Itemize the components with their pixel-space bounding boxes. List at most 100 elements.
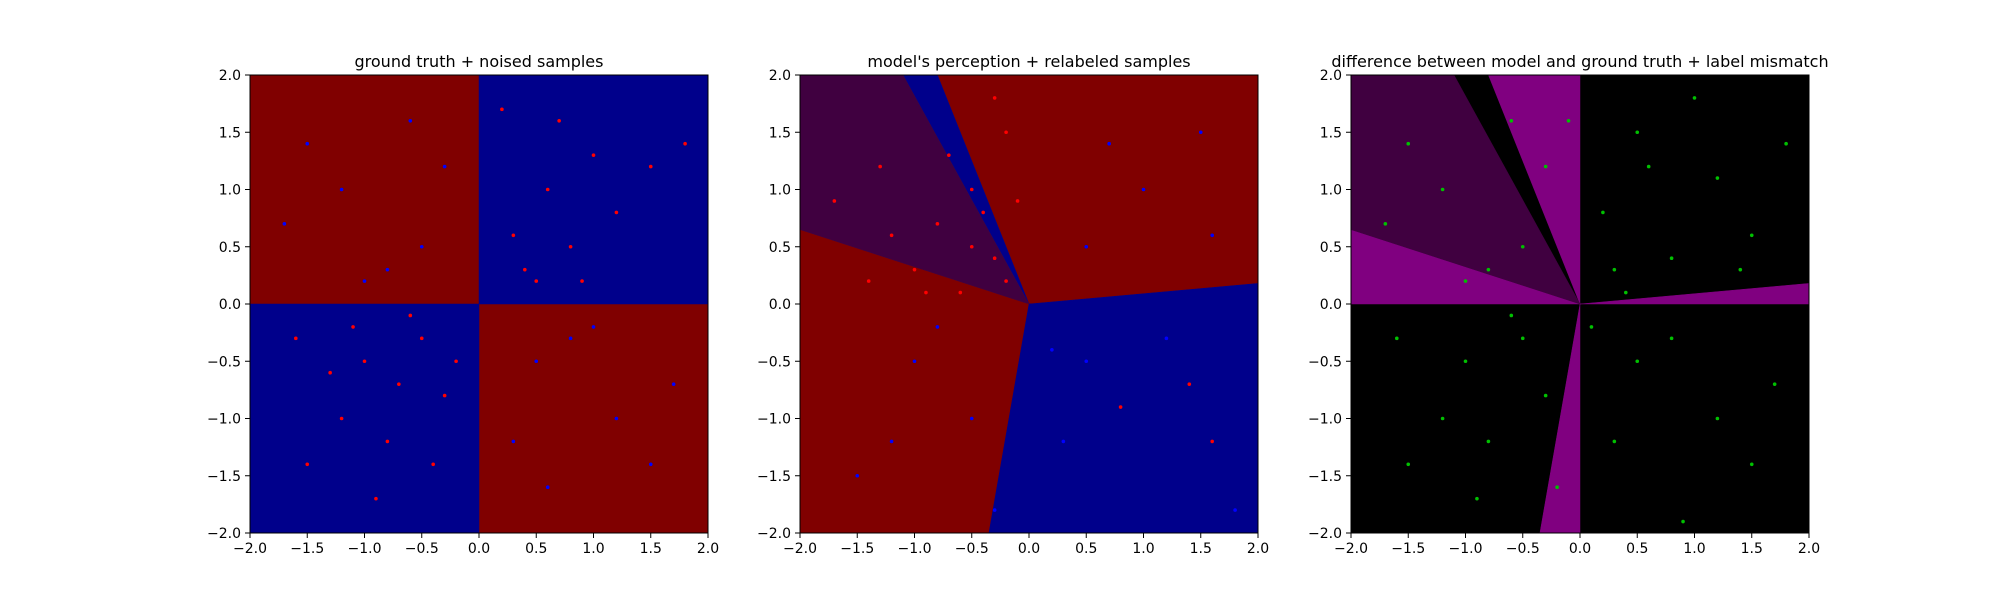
data-point xyxy=(282,222,287,226)
plot-area xyxy=(250,75,708,533)
data-point xyxy=(1187,382,1192,386)
y-tick-label: 0.5 xyxy=(1320,240,1342,256)
data-point xyxy=(580,279,584,283)
x-tick-label: −0.5 xyxy=(405,541,439,557)
data-point xyxy=(1520,244,1525,249)
data-point xyxy=(1486,439,1491,444)
data-point xyxy=(947,153,951,157)
x-tick-label: 1.5 xyxy=(640,541,662,557)
chart-panel-2: −2.0−2.0 −1.5 −1.5 −1.0 −1.0 −0.5 −0.5 0.0 0.0 0.… xyxy=(757,52,1269,557)
data-point xyxy=(1475,496,1479,501)
data-point xyxy=(1669,256,1674,261)
data-point xyxy=(1646,164,1651,169)
chart-panel-1: −2.0−2.0 −1.5 −1.5 −1.0 −1.0 −0.5 −0.5 0.0 0.0 0.… xyxy=(207,52,719,557)
data-point xyxy=(385,267,390,272)
data-point xyxy=(1463,279,1468,283)
data-point xyxy=(374,496,378,501)
y-tick-label: −1.0 xyxy=(757,412,791,428)
y-tick-label: 2.0 xyxy=(1320,68,1342,84)
y-tick-label: −0.5 xyxy=(207,354,241,370)
data-point xyxy=(1107,141,1111,146)
region-class-A xyxy=(800,303,1030,533)
data-point xyxy=(442,393,447,398)
data-point xyxy=(339,416,344,421)
y-tick-label: −2.0 xyxy=(1308,526,1342,542)
data-point xyxy=(305,462,310,467)
data-point xyxy=(1692,96,1697,100)
x-tick-label: −1.5 xyxy=(840,541,874,557)
data-point xyxy=(614,210,619,215)
x-tick-label: −1.5 xyxy=(290,541,324,557)
data-point xyxy=(648,462,653,467)
y-tick-label: −2.0 xyxy=(207,526,241,542)
data-point xyxy=(1004,279,1008,283)
x-tick-label: 0.5 xyxy=(525,541,547,557)
x-tick-label: −2.0 xyxy=(233,541,267,557)
data-point xyxy=(523,267,527,272)
data-point xyxy=(1061,439,1066,444)
data-point xyxy=(305,141,310,146)
region-mismatch xyxy=(1539,303,1581,533)
data-point xyxy=(568,244,573,249)
data-point xyxy=(1118,405,1123,409)
chart-title: difference between model and ground trut… xyxy=(1331,52,1828,71)
x-tick-label: 0.0 xyxy=(1018,541,1040,557)
y-tick-label: 1.5 xyxy=(769,125,791,141)
data-point xyxy=(671,382,676,386)
data-point xyxy=(648,164,653,169)
data-point xyxy=(591,325,596,329)
data-point xyxy=(683,141,687,146)
data-point xyxy=(1383,222,1388,226)
data-point xyxy=(1440,416,1445,421)
data-point xyxy=(1520,336,1525,341)
data-point xyxy=(912,359,917,364)
data-point xyxy=(1486,267,1491,272)
data-point xyxy=(1543,164,1548,169)
data-point xyxy=(1004,130,1008,135)
region-class-B xyxy=(988,303,1258,533)
data-point xyxy=(339,187,344,192)
data-point xyxy=(1509,313,1514,318)
chart-panel-3: −2.0−2.0 −1.5 −1.5 −1.0 −1.0 −0.5 −0.5 0.0 0.0 0.… xyxy=(1308,52,1829,557)
chart-title: model's perception + relabeled samples xyxy=(867,52,1190,71)
plot-area xyxy=(800,75,1258,533)
data-point xyxy=(1566,119,1571,123)
x-tick-label: 1.0 xyxy=(582,541,604,557)
y-tick-label: −1.0 xyxy=(1308,412,1342,428)
data-point xyxy=(889,439,894,444)
data-point xyxy=(1749,233,1754,238)
data-point xyxy=(1509,119,1514,123)
data-point xyxy=(534,279,539,283)
data-point xyxy=(1406,141,1411,146)
plot-area xyxy=(1351,75,1809,533)
y-tick-label: 1.5 xyxy=(1320,125,1342,141)
data-point xyxy=(958,290,963,295)
data-point xyxy=(1164,336,1169,341)
x-tick-label: 2.0 xyxy=(697,541,719,557)
region-class-B xyxy=(250,303,480,533)
data-point xyxy=(1635,130,1640,135)
data-point xyxy=(1084,244,1089,249)
data-point xyxy=(511,233,516,238)
x-tick-label: −1.0 xyxy=(348,541,382,557)
x-tick-label: −1.5 xyxy=(1391,541,1425,557)
data-point xyxy=(1555,485,1559,490)
x-tick-label: −1.0 xyxy=(1449,541,1483,557)
data-point xyxy=(362,359,367,364)
data-point xyxy=(1198,130,1203,135)
x-tick-label: 1.5 xyxy=(1190,541,1212,557)
data-point xyxy=(1463,359,1468,364)
data-point xyxy=(878,164,882,169)
data-point xyxy=(832,199,837,203)
data-point xyxy=(1738,267,1743,272)
y-tick-label: 2.0 xyxy=(769,68,791,84)
data-point xyxy=(419,336,424,341)
x-tick-label: −0.5 xyxy=(1506,541,1540,557)
data-point xyxy=(1635,359,1640,364)
data-point xyxy=(912,267,917,272)
y-tick-label: 1.0 xyxy=(769,183,791,199)
data-point xyxy=(408,313,413,318)
data-point xyxy=(969,416,974,421)
data-point xyxy=(1395,336,1399,341)
